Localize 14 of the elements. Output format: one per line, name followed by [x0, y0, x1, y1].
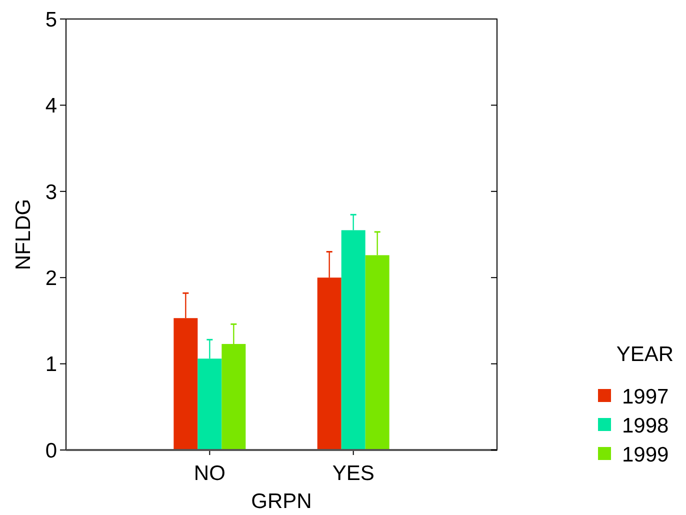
y-axis-title: NFLDG	[12, 198, 35, 270]
y-tick-label: 1	[45, 353, 57, 376]
x-tick-label: YES	[332, 462, 374, 485]
x-axis-title: GRPN	[251, 490, 312, 513]
y-tick-label: 0	[45, 439, 57, 462]
x-tick-label: NO	[194, 462, 226, 485]
y-tick-label: 5	[45, 8, 57, 32]
legend-label: 1998	[622, 414, 669, 438]
legend-title: YEAR	[616, 343, 674, 366]
y-tick-label: 3	[45, 180, 57, 204]
legend-label: 1997	[622, 385, 669, 408]
legend-label: 1999	[622, 443, 669, 466]
y-tick-label: 4	[45, 94, 58, 118]
y-tick-label: 2	[45, 266, 57, 290]
